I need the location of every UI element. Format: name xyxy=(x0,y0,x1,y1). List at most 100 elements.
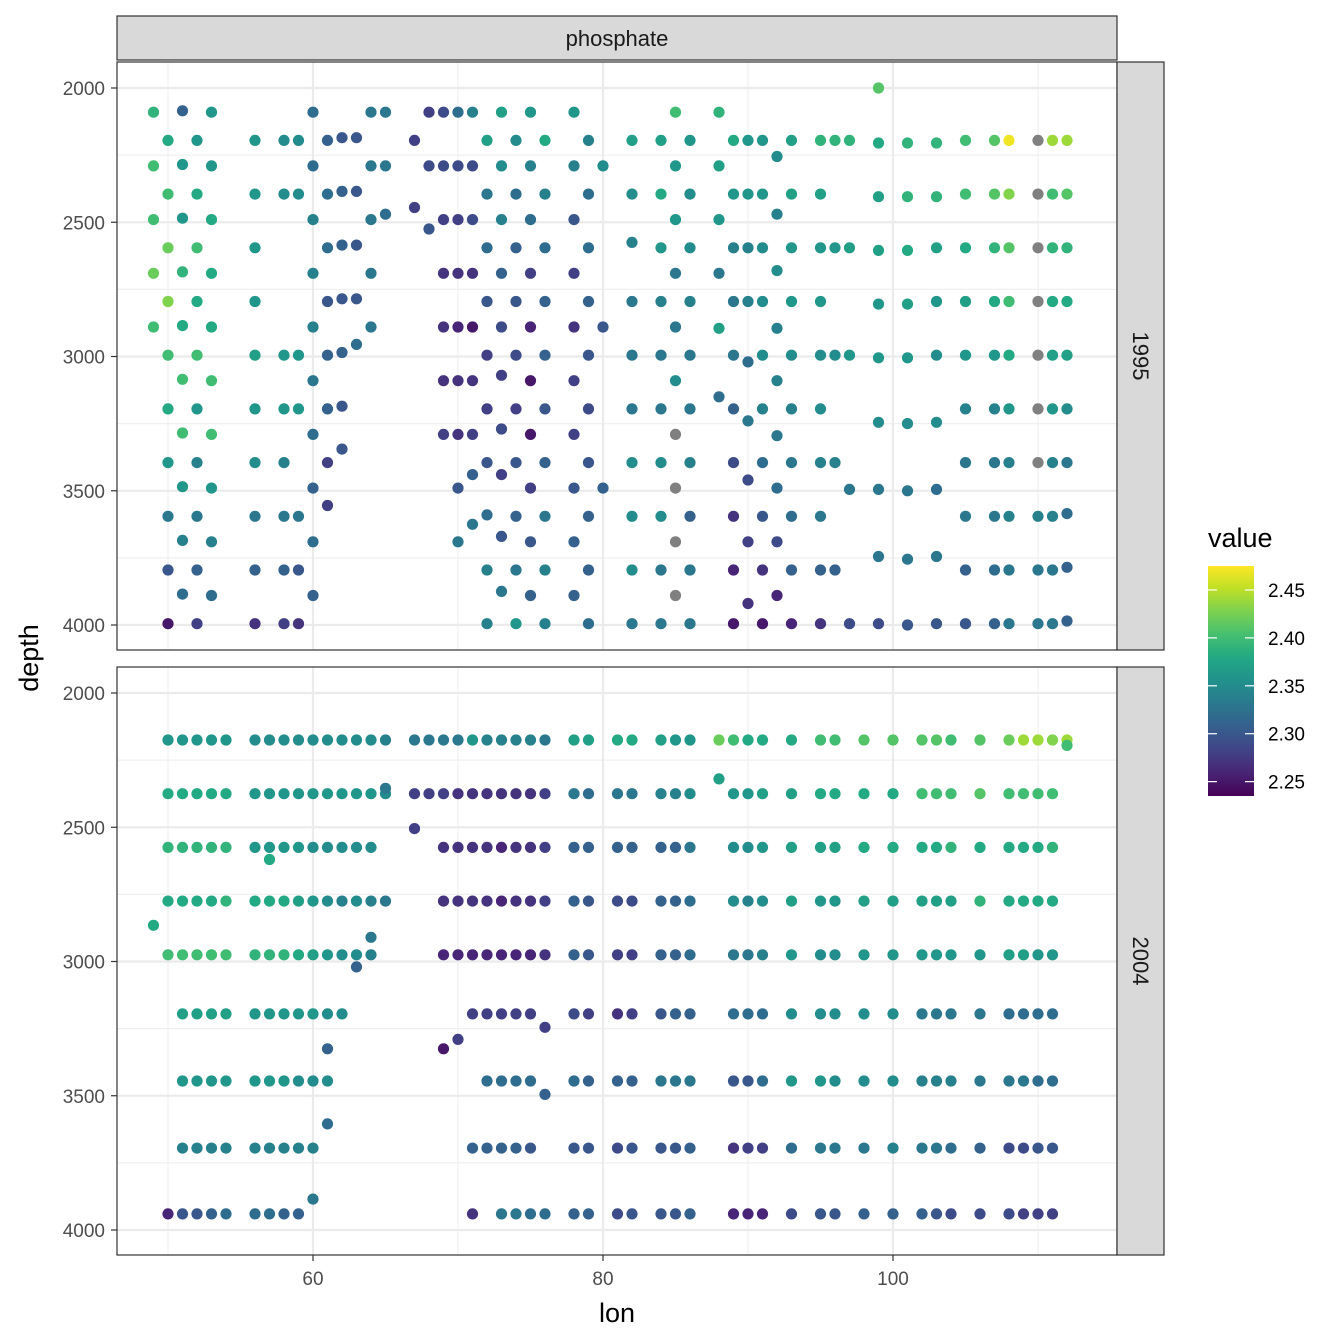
data-point xyxy=(872,618,885,630)
data-point xyxy=(814,564,827,576)
data-point xyxy=(365,841,377,854)
data-point xyxy=(713,773,725,785)
data-point xyxy=(481,949,493,961)
data-point xyxy=(176,841,189,854)
data-point xyxy=(191,734,203,746)
data-point xyxy=(727,1075,740,1087)
data-point xyxy=(1061,188,1073,200)
data-point xyxy=(524,949,537,961)
legend-tick-label: 2.30 xyxy=(1268,725,1305,746)
data-point xyxy=(452,895,464,907)
data-point xyxy=(220,841,232,854)
data-point xyxy=(1061,739,1073,752)
data-point xyxy=(1046,1008,1059,1020)
data-point xyxy=(249,134,261,146)
data-point xyxy=(1032,1008,1044,1020)
data-point xyxy=(524,788,537,800)
data-point xyxy=(466,1208,479,1220)
data-point xyxy=(307,734,319,746)
data-point xyxy=(742,474,754,486)
data-point xyxy=(843,134,856,146)
data-point xyxy=(814,788,827,800)
data-point xyxy=(350,185,363,197)
data-point xyxy=(336,788,348,800)
data-point xyxy=(249,1008,261,1020)
data-point xyxy=(1003,564,1015,576)
data-point xyxy=(466,841,479,854)
data-point xyxy=(423,788,435,800)
data-point xyxy=(307,1142,319,1154)
data-point xyxy=(278,949,290,961)
data-point xyxy=(597,482,609,494)
data-point xyxy=(742,949,754,961)
data-point xyxy=(249,403,261,415)
data-point xyxy=(901,619,914,631)
data-point xyxy=(785,188,798,200)
data-point xyxy=(466,375,479,387)
data-point xyxy=(611,895,624,907)
data-point xyxy=(756,457,769,469)
data-point xyxy=(582,788,595,800)
data-point xyxy=(684,841,696,854)
data-point xyxy=(1003,734,1015,746)
data-point xyxy=(829,1142,841,1154)
data-point xyxy=(220,949,232,961)
data-point xyxy=(307,1008,319,1020)
data-point xyxy=(292,403,305,415)
data-point xyxy=(176,105,189,117)
data-point xyxy=(829,564,841,576)
data-point xyxy=(1003,895,1015,907)
y-tick-label: 2500 xyxy=(63,213,105,234)
data-point xyxy=(379,106,392,118)
data-point xyxy=(495,949,508,961)
data-point xyxy=(814,1208,827,1220)
data-point xyxy=(655,1075,667,1087)
data-point xyxy=(988,457,1001,469)
data-point xyxy=(365,106,377,118)
data-point xyxy=(423,223,435,235)
data-point xyxy=(727,1142,740,1154)
data-point xyxy=(379,895,392,907)
data-point xyxy=(510,242,522,254)
data-point xyxy=(321,1118,334,1130)
data-point xyxy=(814,734,827,746)
data-point xyxy=(829,1008,841,1020)
data-point xyxy=(582,618,595,630)
data-point xyxy=(582,564,595,576)
data-point xyxy=(205,1142,218,1154)
data-point xyxy=(611,1208,624,1220)
data-point xyxy=(249,949,261,961)
data-point xyxy=(452,788,464,800)
data-point xyxy=(626,188,638,200)
data-point xyxy=(1046,895,1059,907)
data-point xyxy=(524,1008,537,1020)
data-point xyxy=(930,841,943,854)
data-point xyxy=(626,510,638,522)
data-point xyxy=(655,788,667,800)
data-point xyxy=(307,106,319,118)
data-point xyxy=(713,391,725,403)
data-point xyxy=(278,349,290,361)
data-point xyxy=(713,106,725,118)
data-point xyxy=(626,457,638,469)
data-point xyxy=(524,267,537,279)
data-point xyxy=(1032,403,1044,415)
data-point xyxy=(336,443,348,455)
y-tick-label: 3000 xyxy=(63,348,105,369)
data-point xyxy=(539,1021,551,1033)
data-point xyxy=(872,191,885,203)
data-point xyxy=(437,267,450,279)
data-point xyxy=(626,1208,638,1220)
data-point xyxy=(1032,949,1044,961)
data-point xyxy=(611,1008,624,1020)
data-point xyxy=(974,1142,986,1154)
data-point xyxy=(568,841,580,854)
data-point xyxy=(452,1033,464,1045)
data-point xyxy=(466,518,479,530)
data-point xyxy=(1003,949,1015,961)
data-point xyxy=(901,298,914,310)
data-point xyxy=(771,322,783,334)
data-point xyxy=(829,349,841,361)
data-point xyxy=(510,1075,522,1087)
data-point xyxy=(278,841,290,854)
